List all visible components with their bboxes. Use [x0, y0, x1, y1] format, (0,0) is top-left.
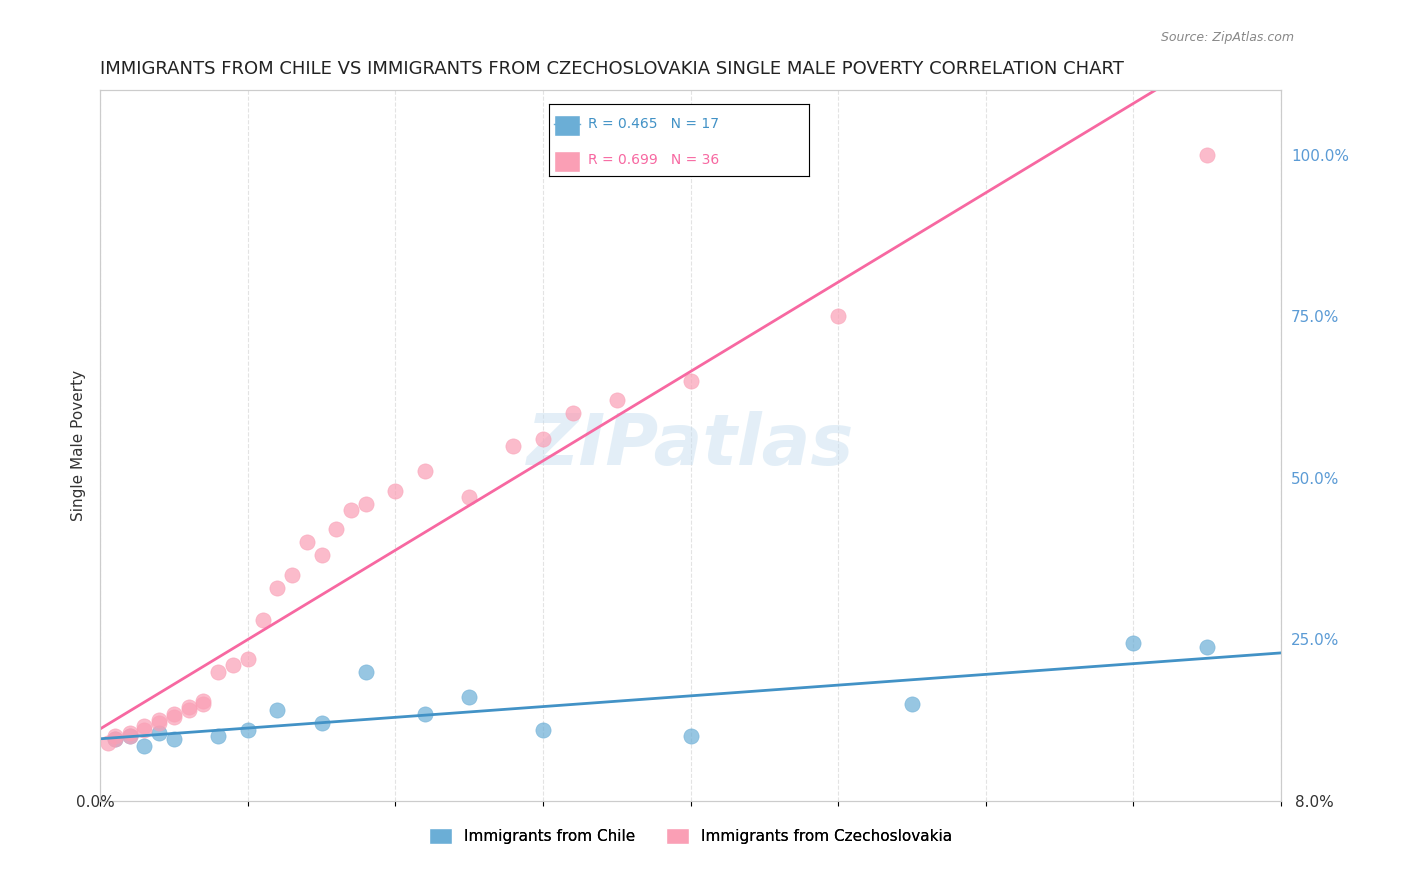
Point [118, 729, 141, 743]
Point [679, 374, 702, 388]
Point [502, 438, 524, 452]
Point [266, 581, 288, 595]
Point [134, 719, 156, 733]
Point [222, 658, 245, 673]
Point [118, 726, 141, 740]
Point [193, 693, 215, 707]
Point [679, 729, 702, 743]
Point [531, 432, 554, 446]
Point [104, 732, 127, 747]
Point [561, 406, 583, 420]
Point [531, 723, 554, 737]
Point [1122, 635, 1144, 649]
Point [354, 497, 377, 511]
Point [901, 697, 924, 711]
Text: Source: ZipAtlas.com: Source: ZipAtlas.com [1160, 31, 1294, 45]
Point [281, 567, 304, 582]
Point [384, 483, 406, 498]
Point [134, 739, 156, 753]
Point [177, 700, 200, 714]
Text: 8.0%: 8.0% [1295, 796, 1334, 810]
Point [295, 535, 318, 549]
Point [413, 706, 436, 721]
Text: 0.0%: 0.0% [76, 796, 115, 810]
Point [134, 723, 156, 737]
Point [207, 729, 229, 743]
Point [311, 716, 333, 731]
Point [325, 523, 347, 537]
Point [118, 729, 141, 743]
Point [163, 706, 186, 721]
Point [177, 703, 200, 717]
Point [96, 736, 118, 750]
Point [148, 713, 170, 727]
Point [827, 310, 849, 324]
Point [148, 716, 170, 731]
Point [606, 393, 628, 408]
Point [354, 665, 377, 679]
Point [252, 613, 274, 627]
Point [148, 726, 170, 740]
Point [193, 697, 215, 711]
Point [1197, 640, 1219, 654]
Point [236, 651, 259, 665]
Text: ZIPatlas: ZIPatlas [527, 411, 855, 480]
Point [458, 690, 481, 705]
Point [1197, 148, 1219, 162]
Legend: Immigrants from Chile, Immigrants from Czechoslovakia: Immigrants from Chile, Immigrants from C… [423, 822, 959, 850]
Point [163, 732, 186, 747]
Point [104, 732, 127, 747]
Point [340, 503, 363, 517]
Point [236, 723, 259, 737]
Y-axis label: Single Male Poverty: Single Male Poverty [72, 370, 86, 521]
Point [311, 549, 333, 563]
Point [104, 729, 127, 743]
Point [413, 464, 436, 478]
Point [163, 710, 186, 724]
Text: IMMIGRANTS FROM CHILE VS IMMIGRANTS FROM CZECHOSLOVAKIA SINGLE MALE POVERTY CORR: IMMIGRANTS FROM CHILE VS IMMIGRANTS FROM… [100, 60, 1123, 78]
Point [266, 703, 288, 717]
Point [207, 665, 229, 679]
Point [458, 490, 481, 504]
